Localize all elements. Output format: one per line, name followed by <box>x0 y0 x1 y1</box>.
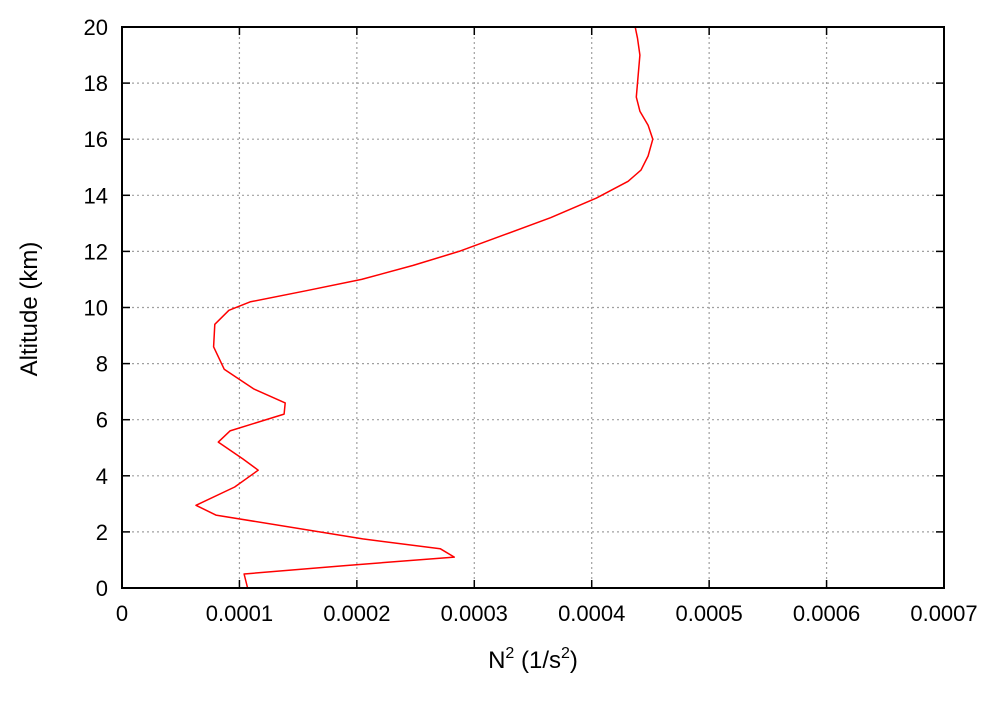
series-line <box>195 26 654 589</box>
x-tick-label: 0.0004 <box>558 601 625 626</box>
y-tick-label: 2 <box>96 520 108 545</box>
y-tick-label: 12 <box>84 239 108 264</box>
y-tick-label: 8 <box>96 352 108 377</box>
x-tick-label: 0 <box>116 601 128 626</box>
x-axis-title: N2 (1/s2) <box>488 645 578 674</box>
y-tick-label: 0 <box>96 576 108 601</box>
x-tick-label: 0.0005 <box>675 601 742 626</box>
y-tick-label: 16 <box>84 127 108 152</box>
series-layer <box>195 26 654 589</box>
x-tick-label: 0.0006 <box>793 601 860 626</box>
y-tick-label: 20 <box>84 15 108 40</box>
axis-ticks <box>121 26 945 589</box>
y-tick-label: 4 <box>96 464 108 489</box>
tick-labels: 0 0.0001 0.0002 0.0003 0.0004 0.0005 0.0006 0.0… <box>84 15 978 626</box>
grid-lines <box>122 27 944 588</box>
y-tick-label: 14 <box>84 183 108 208</box>
x-axis-title-superscript: 2 <box>505 645 514 662</box>
y-tick-label: 18 <box>84 71 108 96</box>
y-axis-title: Altitude (km) <box>16 242 43 377</box>
x-axis-title-units-close: ) <box>570 647 578 674</box>
x-axis-title-units-superscript: 2 <box>561 645 570 662</box>
x-tick-label: 0.0003 <box>441 601 508 626</box>
x-tick-label: 0.0002 <box>323 601 390 626</box>
y-tick-label: 10 <box>84 296 108 321</box>
x-tick-label: 0.0001 <box>206 601 273 626</box>
x-axis-title-units-open: (1/s <box>514 647 561 674</box>
x-axis-title-base: N <box>488 647 505 674</box>
x-tick-label: 0.0007 <box>910 601 977 626</box>
y-tick-label: 6 <box>96 408 108 433</box>
